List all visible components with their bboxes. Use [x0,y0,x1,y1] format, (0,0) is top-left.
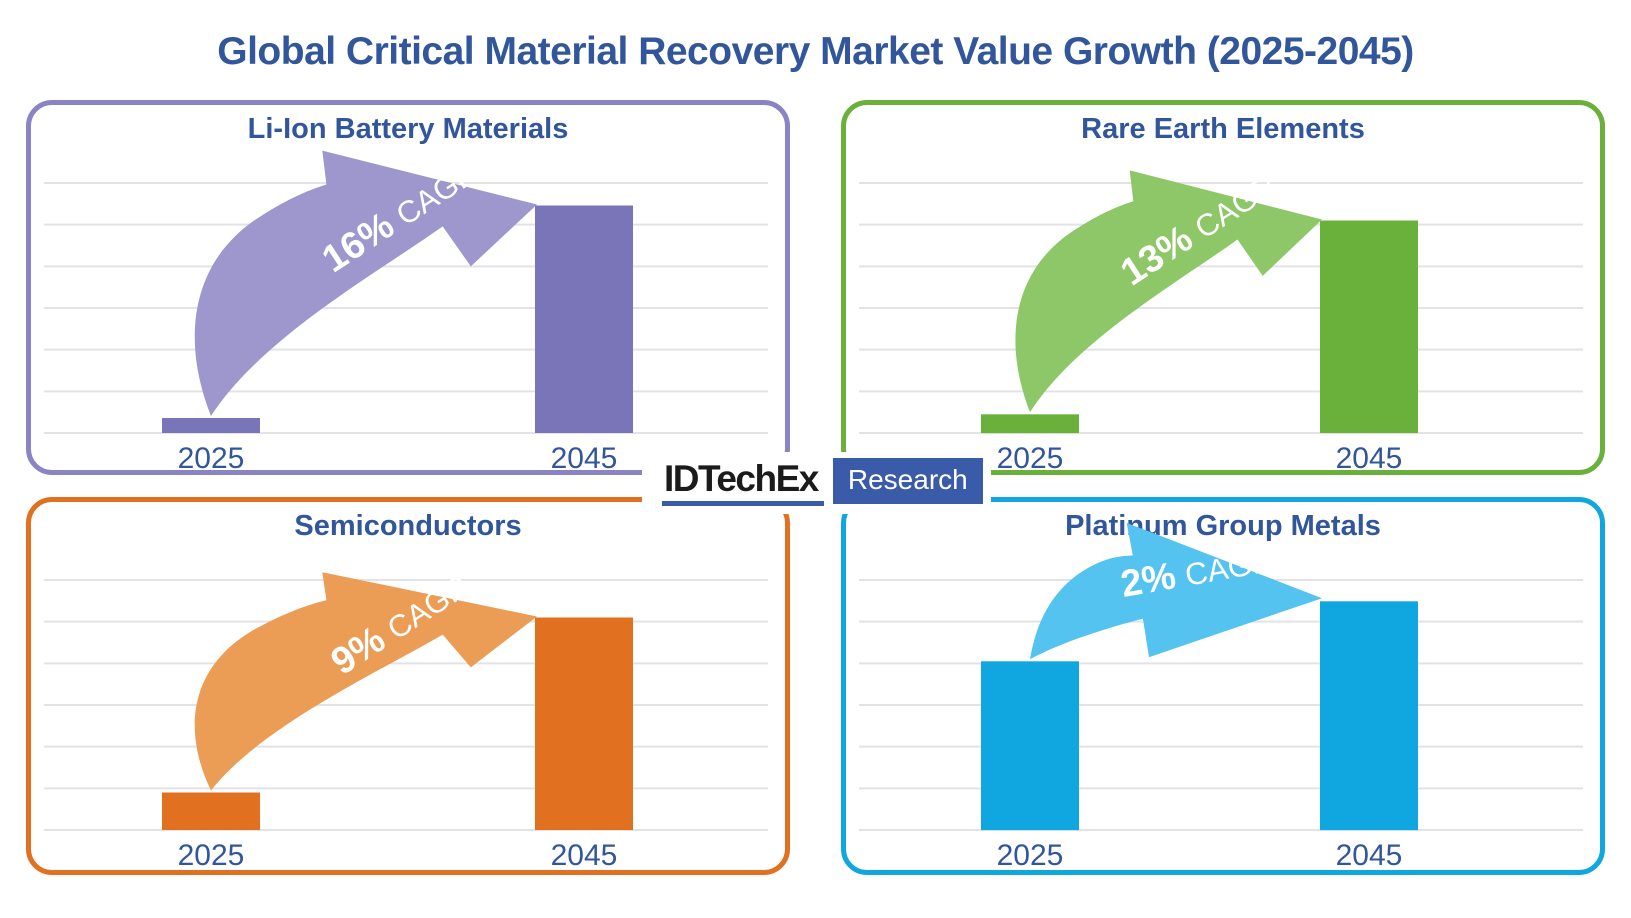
category-label-2025: 2025 [997,839,1064,872]
bar-2045 [1320,601,1418,831]
bar-2025 [981,414,1079,434]
panel-title-rare-earth: Rare Earth Elements [1081,113,1365,145]
bar-2025 [162,418,260,433]
panel-title-li-ion: Li-Ion Battery Materials [247,113,569,145]
panel-rare-earth-elements: Rare Earth Elements 2025 2045 13%CAGR [841,100,1605,475]
panel-li-ion-battery-materials: Li-Ion Battery Materials 2025 2045 16%CAGR [26,100,790,475]
idtechex-logo: IDTechEx Research [642,452,991,514]
panel-semiconductors: Semiconductors 2025 2045 9%CAGR [26,497,790,875]
idtechex-wordmark: IDTechEx [662,458,824,506]
idtechex-research-tag: Research [832,458,983,504]
category-label-2045: 2045 [1336,442,1403,475]
bar-2045 [1320,220,1418,433]
panel-title-platinum: Platinum Group Metals [1065,510,1381,542]
bar-2025 [162,792,260,830]
growth-arrow [1030,522,1322,660]
category-label-2045: 2045 [1336,839,1403,872]
category-label-2025: 2025 [178,839,245,872]
category-label-2045: 2045 [551,839,618,872]
category-label-2025: 2025 [178,442,245,475]
category-label-2045: 2045 [551,442,618,475]
bar-2025 [981,661,1079,831]
bar-2045 [535,205,633,433]
page-title: Global Critical Material Recovery Market… [217,30,1414,73]
growth-arrow [194,572,537,791]
category-label-2025: 2025 [997,442,1064,475]
growth-arrow [194,150,537,416]
growth-arrow [1015,170,1322,413]
panel-platinum-group-metals: Platinum Group Metals 2025 2045 2% CAGR [841,497,1605,875]
bar-2045 [535,617,633,830]
panel-title-semiconductors: Semiconductors [294,510,522,542]
